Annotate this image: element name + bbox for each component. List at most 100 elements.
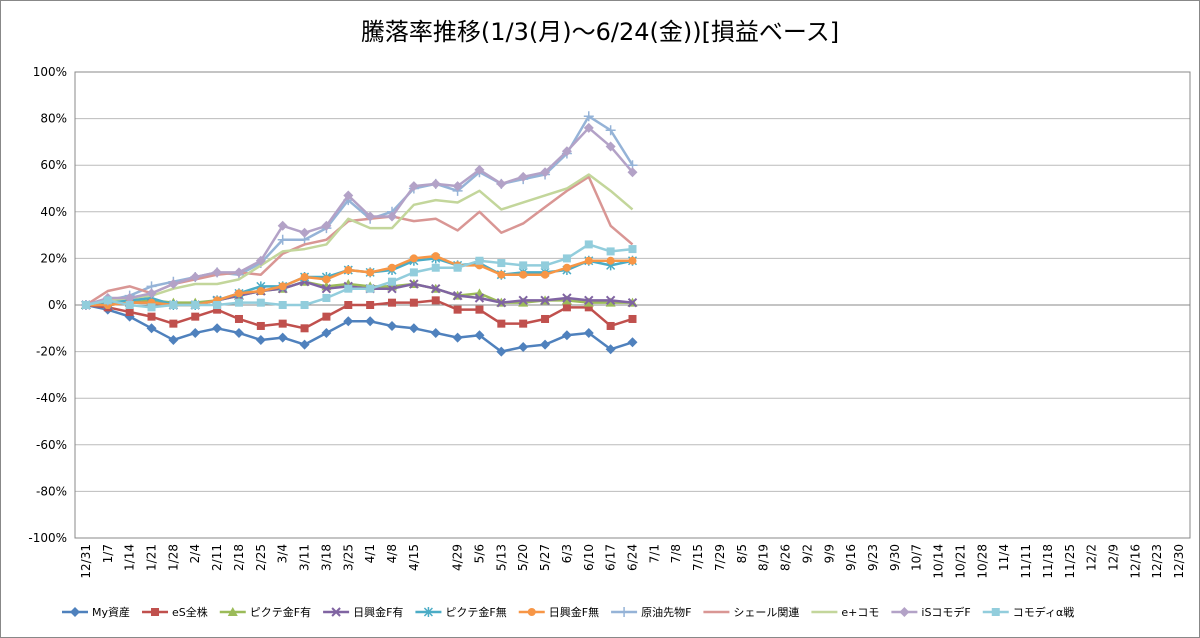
marker <box>213 301 222 309</box>
marker <box>408 323 419 334</box>
x-tick-label: 3/18 <box>319 544 333 571</box>
marker <box>431 252 440 261</box>
x-tick-label: 6/3 <box>560 544 574 563</box>
x-tick-label: 6/17 <box>604 544 618 571</box>
x-tick-label: 7/1 <box>647 544 661 563</box>
x-tick-label: 6/24 <box>626 544 640 571</box>
marker <box>561 146 572 157</box>
y-tick-label: 60% <box>40 158 67 172</box>
y-tick-label: 100% <box>33 65 67 79</box>
x-tick-label: 12/16 <box>1128 544 1142 579</box>
x-tick-label: 2/11 <box>210 544 224 571</box>
marker <box>527 608 536 616</box>
x-tick-label: 11/11 <box>1019 544 1033 579</box>
marker <box>322 294 331 303</box>
x-tick-label: 7/15 <box>691 544 705 571</box>
marker <box>322 312 331 321</box>
marker <box>627 337 638 348</box>
marker <box>475 256 484 265</box>
marker <box>497 259 506 268</box>
marker <box>168 334 179 345</box>
chart-title: 騰落率推移(1/3(月)～6/24(金))[損益ベース] <box>361 18 839 46</box>
legend: My資産 eS全株 ピクテ金F有 日興金F有 ピクテ金F無 日興金F無 原油先物F シェール関… <box>62 605 1074 619</box>
marker <box>519 319 528 328</box>
legend-label: iSコモデF <box>921 605 970 619</box>
marker <box>430 327 441 338</box>
marker <box>518 171 529 182</box>
marker <box>387 283 397 294</box>
x-tick-label: 1/7 <box>101 544 115 563</box>
x-tick-label: 12/2 <box>1085 544 1099 571</box>
marker <box>151 608 160 616</box>
legend-label: ピクテ金F無 <box>445 605 506 619</box>
series-line <box>85 115 634 307</box>
x-tick-label: 2/4 <box>188 544 202 563</box>
marker <box>299 227 310 238</box>
marker <box>103 296 112 305</box>
marker <box>365 316 376 327</box>
x-tick-label: 2/25 <box>254 544 268 571</box>
x-tick-label: 1/28 <box>166 544 180 571</box>
marker <box>234 289 243 298</box>
marker <box>321 327 332 338</box>
x-tick-label: 4/1 <box>363 544 377 563</box>
marker <box>212 267 223 278</box>
y-tick-label: -80% <box>36 484 67 498</box>
marker <box>452 332 463 343</box>
y-tick-label: 20% <box>40 251 67 265</box>
x-tick-label: 4/29 <box>451 544 465 571</box>
marker <box>366 301 375 309</box>
marker <box>561 330 572 341</box>
marker <box>606 247 615 256</box>
marker <box>81 301 90 309</box>
marker <box>344 301 353 309</box>
x-tick-label: 8/19 <box>757 544 771 571</box>
marker <box>125 301 134 309</box>
x-tick-label: 5/20 <box>516 544 530 571</box>
marker <box>519 270 528 279</box>
marker <box>277 332 288 343</box>
marker <box>146 323 157 334</box>
marker <box>605 125 616 136</box>
marker <box>474 330 485 341</box>
marker <box>388 298 397 307</box>
marker <box>899 607 910 617</box>
marker <box>365 211 376 222</box>
x-tick-label: 9/23 <box>866 544 880 571</box>
marker <box>628 245 637 254</box>
marker <box>452 290 463 301</box>
marker <box>474 164 485 175</box>
marker <box>408 181 419 192</box>
marker <box>562 303 571 312</box>
marker <box>562 293 572 303</box>
marker <box>331 607 341 617</box>
marker <box>190 327 201 338</box>
x-tick-label: 7/29 <box>713 544 727 571</box>
marker <box>605 344 616 355</box>
marker <box>497 270 506 279</box>
marker <box>190 272 201 283</box>
x-tick-label: 8/26 <box>779 544 793 571</box>
marker <box>278 319 287 328</box>
marker <box>387 320 398 331</box>
marker <box>388 277 397 286</box>
marker <box>234 314 243 323</box>
marker <box>409 279 419 289</box>
marker <box>366 268 375 277</box>
marker <box>584 295 594 306</box>
marker <box>497 319 506 328</box>
x-tick-label: 3/25 <box>341 544 355 571</box>
marker <box>583 111 594 122</box>
marker <box>278 282 287 291</box>
marker <box>321 220 332 231</box>
y-tick-label: 0% <box>48 298 67 312</box>
marker <box>213 305 222 314</box>
marker <box>300 273 309 282</box>
legend-label: ピクテ金F有 <box>250 605 311 619</box>
x-tick-label: 12/9 <box>1106 544 1120 571</box>
x-tick-label: 5/13 <box>494 544 508 571</box>
marker <box>561 295 572 305</box>
x-tick-label: 3/11 <box>298 544 312 571</box>
